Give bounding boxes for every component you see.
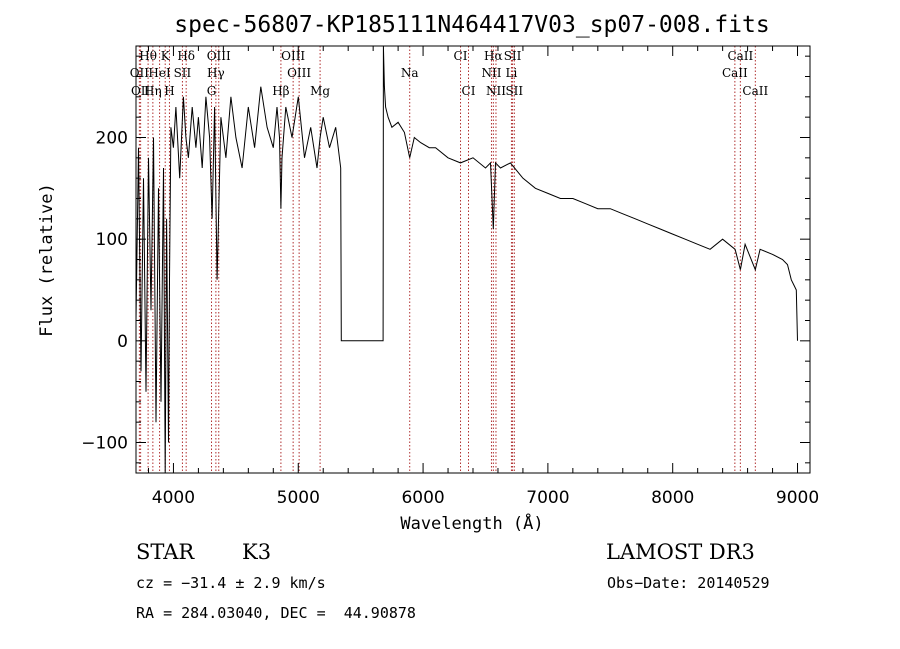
line-label-20: H — [164, 84, 174, 98]
x-tick-label-3: 7000 — [526, 488, 569, 508]
line-label-4: OIII — [281, 49, 305, 63]
object-class: STAR — [136, 540, 195, 564]
spectral-line-markers — [138, 46, 756, 473]
line-label-21: G — [207, 84, 217, 98]
line-label-10: HeI — [148, 66, 171, 80]
line-label-19: Hη — [144, 84, 162, 98]
line-label-16: Li — [506, 66, 518, 80]
line-label-25: NII — [486, 84, 506, 98]
spectrum-line — [135, 45, 798, 474]
coordinates: RA = 284.03040, DEC = 44.90878 — [136, 604, 416, 622]
line-label-26: SII — [505, 84, 523, 98]
spectrum-chart: spec-56807-KP185111N464417V03_sp07-008.f… — [37, 12, 819, 534]
line-label-13: OIII — [287, 66, 311, 80]
line-label-11: SII — [174, 66, 192, 80]
redshift-cz: cz = −31.4 ± 2.9 km/s — [136, 574, 326, 592]
x-axis-label: Wavelength (Å) — [400, 512, 543, 534]
line-label-3: OIII — [207, 49, 231, 63]
line-label-5: CI — [454, 49, 468, 63]
line-label-2: Hδ — [177, 49, 195, 63]
y-tick-label-0: −100 — [81, 434, 128, 454]
line-label-9: OII — [130, 66, 150, 80]
line-label-7: SII — [504, 49, 522, 63]
plot-frame — [135, 45, 811, 474]
line-label-24: CI — [462, 84, 476, 98]
line-label-0: Hθ — [139, 49, 157, 63]
line-label-27: CaII — [742, 84, 768, 98]
line-label-14: Na — [401, 66, 419, 80]
x-tick-label-5: 9000 — [776, 488, 819, 508]
x-tick-label-1: 5000 — [277, 488, 320, 508]
y-axis-ticks: −100 0 100 200 — [81, 55, 810, 464]
chart-title: spec-56807-KP185111N464417V03_sp07-008.f… — [174, 12, 769, 38]
y-axis-label: Flux (relative) — [37, 183, 57, 337]
line-label-1: K — [161, 49, 171, 63]
y-tick-label-1: 0 — [117, 332, 128, 352]
line-label-12: Hγ — [207, 66, 225, 80]
x-tick-label-0: 4000 — [152, 488, 195, 508]
line-label-8: CaII — [727, 49, 753, 63]
observation-date: Obs−Date: 20140529 — [607, 574, 770, 592]
line-label-6: Hα — [484, 49, 503, 63]
survey-name: LAMOST DR3 — [606, 540, 755, 564]
line-label-23: Mg — [310, 84, 330, 98]
y-tick-label-3: 200 — [96, 129, 128, 149]
line-label-22: Hβ — [272, 84, 289, 98]
line-label-15: NII — [481, 66, 501, 80]
y-tick-label-2: 100 — [96, 230, 128, 250]
x-axis-ticks: 4000 5000 6000 7000 8000 9000 — [147, 46, 819, 508]
line-label-17: CaII — [722, 66, 748, 80]
x-tick-label-4: 8000 — [651, 488, 694, 508]
x-tick-label-2: 6000 — [401, 488, 444, 508]
object-subclass: K3 — [242, 540, 272, 564]
